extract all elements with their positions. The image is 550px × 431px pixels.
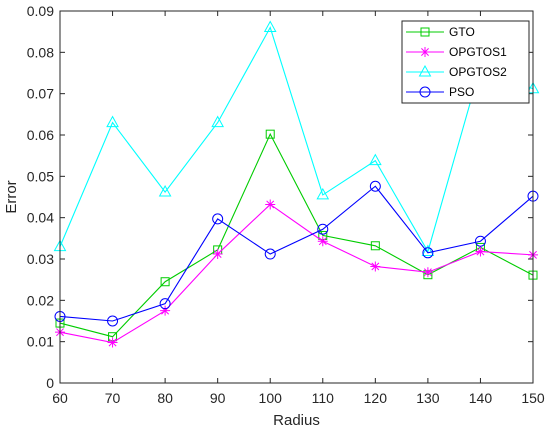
y-tick-label: 0.03 [27,251,54,267]
legend: GTO OPGTOS1 OPGTOS2 PSO [401,20,530,104]
legend-label: OPGTOS2 [449,65,507,79]
plot-area-frame [59,10,534,384]
data-point [422,247,434,259]
y-tick-label: 0.07 [27,86,54,102]
data-point [158,185,172,197]
data-point [316,187,330,200]
data-point [211,115,225,128]
legend-swatch-marker [420,27,430,37]
x-tick-label: 130 [416,390,440,406]
series-opgtos2 [53,20,540,257]
x-tick-label: 80 [157,390,173,406]
series-line [59,132,534,338]
x-tick-label: 90 [210,390,226,406]
y-tick-label: 0.02 [27,292,54,308]
data-point [370,241,380,251]
x-tick-label: 60 [52,390,68,406]
data-point [212,213,224,225]
y-tick-label: 0.01 [27,334,54,350]
data-point [369,180,381,192]
data-point [475,246,486,257]
series-line [59,26,534,253]
legend-swatch-marker [420,47,430,57]
x-tick-label: 70 [105,390,121,406]
legend-item: OPGTOS1 [406,45,507,59]
data-point [159,298,171,310]
data-point [160,305,171,316]
data-point [106,115,119,128]
series-line [59,203,534,344]
data-point [265,199,276,210]
legend-item: PSO [406,85,474,99]
legend-swatch-marker [418,64,432,77]
legend-box [401,20,530,104]
legend-label: GTO [449,25,475,39]
x-tick-label: 120 [364,390,388,406]
y-tick-label: 0.08 [27,44,54,60]
y-axis-ticks: 0 0.01 0.02 0.03 0.04 0.05 0.06 0.07 0.08 0.09 [27,3,533,391]
data-point [474,235,486,247]
series-line [59,185,534,322]
data-point [265,129,275,139]
x-tick-label: 100 [259,390,283,406]
legend-swatch-marker [419,86,431,98]
data-point [370,261,381,272]
y-tick-label: 0.09 [27,3,54,19]
y-tick-label: 0.04 [27,210,54,226]
y-axis-label: Error [3,180,20,213]
data-point [421,244,435,257]
legend-label: OPGTOS1 [449,45,507,59]
data-point [368,153,382,166]
legend-item: GTO [406,25,475,39]
y-tick-label: 0 [46,375,54,391]
x-tick-label: 150 [521,390,545,406]
data-point [212,249,223,260]
data-point [107,315,119,327]
y-tick-label: 0.05 [27,168,54,184]
y-tick-label: 0.06 [27,127,54,143]
data-point [317,236,328,247]
data-point [160,277,170,287]
data-point [107,337,118,348]
data-point [317,223,329,235]
data-point [422,267,433,278]
legend-label: PSO [449,85,474,99]
x-tick-label: 110 [312,390,335,406]
data-point [263,20,277,33]
x-tick-label: 140 [469,390,493,406]
legend-item: OPGTOS2 [406,64,507,79]
x-axis-ticks: 60 70 80 90 100 110 120 130 140 150 [52,11,545,406]
series-pso [54,180,539,327]
x-axis-label: Radius [273,412,320,429]
data-point [264,248,276,260]
